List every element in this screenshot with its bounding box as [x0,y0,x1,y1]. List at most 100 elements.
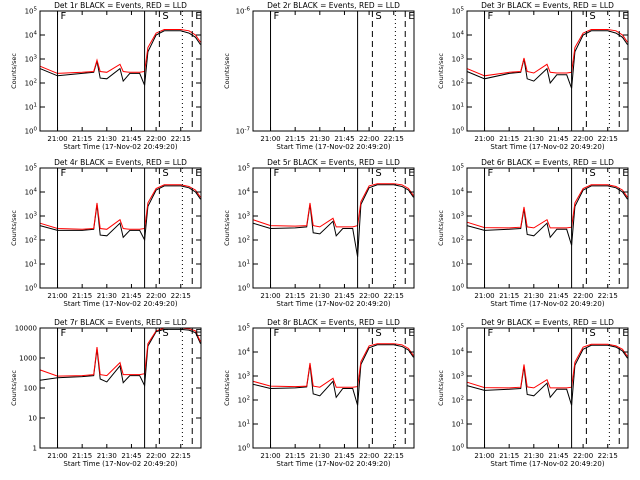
chart-title: Det 7r BLACK = Events, RED = LLD [54,318,187,327]
x-tick-label: 22:00 [573,292,593,300]
y-tick-label: 103 [25,212,38,221]
x-tick-label: 22:15 [598,135,618,143]
x-tick-label: 21:45 [121,292,141,300]
y-axis-title: Counts/sec [437,53,445,89]
x-tick-label: 22:00 [146,292,166,300]
x-axis-title: Start Time (17-Nov-02 20:49:20) [276,300,390,308]
x-axis-title: Start Time (17-Nov-02 20:49:20) [276,143,390,151]
x-tick-label: 21:30 [524,135,544,143]
marker-label: F [274,11,280,22]
y-tick-label: 101 [25,103,37,112]
y-tick-label: 101 [452,260,464,269]
x-tick-label: 22:15 [171,135,191,143]
marker-label: E [195,11,201,22]
x-tick-label: 21:15 [499,292,519,300]
series-line-events [39,30,201,86]
x-tick-label: 22:00 [573,135,593,143]
x-axis-title: Start Time (17-Nov-02 20:49:20) [276,460,390,468]
y-axis-title: Counts/sec [223,370,231,406]
x-tick-label: 21:30 [524,292,544,300]
series-line-lld [39,29,201,74]
y-tick-label: 101 [25,260,37,269]
x-tick-label: 21:15 [285,292,305,300]
x-axis-title: Start Time (17-Nov-02 20:49:20) [63,300,177,308]
y-tick-label: 100 [24,385,37,393]
x-tick-label: 21:30 [310,292,330,300]
series-line-events [466,30,628,89]
x-tick-label: 21:00 [474,135,494,143]
x-tick-label: 21:30 [97,292,117,300]
plot-frame [466,10,629,132]
x-tick-label: 22:15 [384,452,404,460]
y-tick-label: 105 [25,164,38,173]
y-tick-label: 102 [238,396,250,405]
y-tick-label: 102 [25,79,37,88]
marker-label: F [61,168,67,179]
chart-title: Det 1r BLACK = Events, RED = LLD [54,1,187,10]
x-axis-title: Start Time (17-Nov-02 20:49:20) [63,460,177,468]
y-tick-label: 105 [452,164,465,173]
marker-label: S [589,328,595,339]
y-axis-title: Counts/sec [223,210,231,246]
plot-frame [466,167,629,289]
y-tick-label: 101 [452,420,464,429]
x-axis-title: Start Time (17-Nov-02 20:49:20) [63,143,177,151]
marker-label: E [622,11,628,22]
y-tick-label: 102 [452,236,464,245]
x-tick-label: 22:00 [359,292,379,300]
y-tick-label: 104 [238,188,251,197]
y-tick-label: 103 [452,372,465,381]
x-tick-label: 22:15 [384,292,404,300]
y-tick-label: 104 [452,31,465,40]
marker-label: F [488,328,494,339]
x-tick-label: 21:00 [260,292,280,300]
x-tick-label: 21:30 [97,135,117,143]
y-tick-label: 10000 [15,325,37,333]
series-line-events [466,185,628,246]
marker-label: E [622,328,628,339]
series-line-lld [252,343,414,388]
series-line-lld [466,29,628,77]
plot-frame [252,167,415,289]
plot-frame [39,167,202,289]
y-tick-label: 104 [25,31,38,40]
y-tick-label: 103 [25,55,38,64]
x-tick-label: 21:00 [474,452,494,460]
y-axis-title: Counts/sec [10,370,18,406]
marker-label: F [488,168,494,179]
marker-label: S [162,328,168,339]
x-tick-label: 21:45 [121,452,141,460]
x-tick-label: 22:15 [384,135,404,143]
y-tick-label: 100 [238,284,251,293]
x-axis-title: Start Time (17-Nov-02 20:49:20) [490,143,604,151]
y-tick-label: 100 [452,127,465,136]
x-tick-label: 22:15 [598,292,618,300]
series-line-lld [466,184,628,229]
y-tick-label: 100 [452,444,465,453]
x-tick-label: 22:15 [171,452,191,460]
y-axis-title: Counts/sec [223,53,231,89]
x-tick-label: 22:00 [146,135,166,143]
x-tick-label: 21:00 [260,135,280,143]
x-tick-label: 21:45 [548,292,568,300]
x-tick-label: 22:00 [573,452,593,460]
y-tick-label: 101 [238,420,250,429]
x-tick-label: 21:45 [334,135,354,143]
x-tick-label: 21:30 [310,452,330,460]
chart-title: Det 8r BLACK = Events, RED = LLD [267,318,400,327]
x-tick-label: 21:30 [97,452,117,460]
y-tick-label: 105 [25,7,38,16]
y-tick-label: 102 [238,236,250,245]
x-tick-label: 21:00 [474,292,494,300]
x-axis-title: Start Time (17-Nov-02 20:49:20) [490,300,604,308]
marker-label: F [274,168,280,179]
y-tick-label: 10 [28,415,37,423]
series-line-events [39,185,201,242]
